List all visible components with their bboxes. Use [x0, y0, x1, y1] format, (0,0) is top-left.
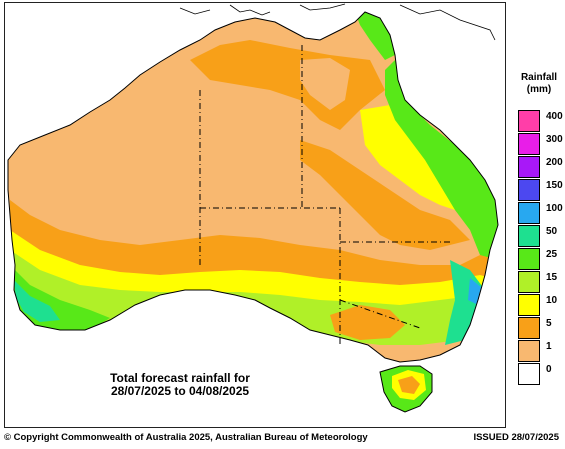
caption-line-2: 28/07/2025 to 04/08/2025	[110, 384, 250, 398]
legend-label: 150	[546, 180, 563, 191]
legend-item: 5	[518, 317, 564, 340]
legend-swatch	[518, 248, 540, 270]
legend-swatch	[518, 179, 540, 201]
footer: © Copyright Commonwealth of Australia 20…	[0, 431, 565, 445]
rainfall-map	[7, 3, 499, 413]
issued-date: ISSUED 28/07/2025	[473, 432, 559, 443]
coastline	[7, 11, 499, 413]
legend-label: 400	[546, 111, 563, 122]
legend-swatch	[518, 317, 540, 339]
legend-swatch	[518, 363, 540, 385]
legend-swatch	[518, 294, 540, 316]
legend-label: 300	[546, 134, 563, 145]
legend-item: 15	[518, 271, 564, 294]
legend-title: Rainfall	[520, 72, 558, 83]
legend-swatch	[518, 110, 540, 132]
rainfall-band-central-5mm	[300, 140, 470, 250]
legend-label: 5	[546, 318, 552, 329]
legend-label: 10	[546, 295, 558, 306]
copyright-text: © Copyright Commonwealth of Australia 20…	[4, 432, 368, 443]
caption-line-1: Total forecast rainfall for	[110, 371, 250, 385]
legend-item: 100	[518, 202, 564, 225]
legend-swatch	[518, 271, 540, 293]
legend-swatch	[518, 225, 540, 247]
neighbouring-coastlines	[179, 3, 496, 41]
tasmania	[380, 366, 432, 412]
legend-label: 200	[546, 157, 563, 168]
rainfall-band-southwest-50mm	[14, 280, 60, 322]
legend-label: 1	[546, 341, 552, 352]
rainfall-band-cape-1mm	[300, 58, 350, 110]
forecast-caption: Total forecast rainfall for 28/07/2025 t…	[80, 372, 280, 398]
legend-label: 25	[546, 249, 558, 260]
legend-item: 10	[518, 294, 564, 317]
legend-swatch	[518, 340, 540, 362]
legend-item: 400	[518, 110, 564, 133]
rainfall-legend: Rainfall (mm) 400 300 200 150 100 50 25 15 10 5 1 0	[514, 72, 564, 385]
legend-label: 50	[546, 226, 558, 237]
legend-item: 200	[518, 156, 564, 179]
legend-label: 15	[546, 272, 558, 283]
legend-swatch	[518, 133, 540, 155]
legend-item: 300	[518, 133, 564, 156]
state-borders	[199, 45, 452, 345]
legend-item: 25	[518, 248, 564, 271]
legend-item: 0	[518, 363, 564, 386]
legend-label: 100	[546, 203, 563, 214]
legend-swatch	[518, 156, 540, 178]
legend-label: 0	[546, 364, 552, 375]
legend-swatch	[518, 202, 540, 224]
legend-item: 150	[518, 179, 564, 202]
rainfall-band-interior-5mm	[330, 305, 405, 340]
legend-item: 50	[518, 225, 564, 248]
rainfall-band-east-25mm	[385, 60, 498, 260]
legend-item: 1	[518, 340, 564, 363]
legend-unit: (mm)	[526, 84, 552, 95]
